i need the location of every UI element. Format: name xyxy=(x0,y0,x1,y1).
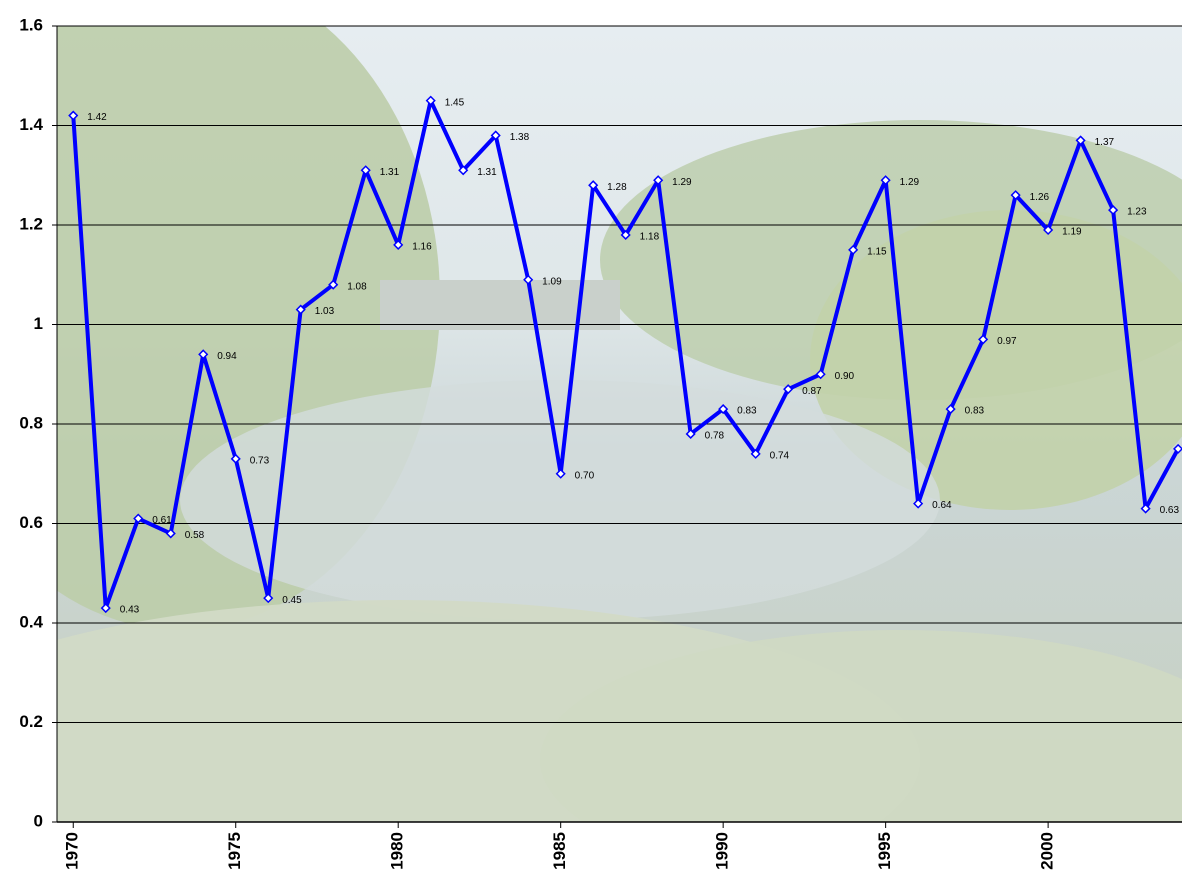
data-label: 1.26 xyxy=(1030,192,1050,203)
data-label: 1.37 xyxy=(1095,137,1115,148)
data-point xyxy=(1075,135,1086,146)
x-tick-label: 2000 xyxy=(1038,832,1057,870)
data-point xyxy=(588,180,599,191)
data-label: 1.16 xyxy=(412,242,432,253)
data-point xyxy=(100,603,111,614)
data-point xyxy=(68,110,79,121)
data-point xyxy=(263,593,274,604)
y-tick-label: 1 xyxy=(34,314,43,333)
data-point xyxy=(653,175,664,186)
data-label: 0.97 xyxy=(997,336,1017,347)
y-tick-label: 0.8 xyxy=(19,413,43,432)
y-tick-label: 1.2 xyxy=(19,214,43,233)
data-label: 0.83 xyxy=(965,406,985,417)
data-label: 0.83 xyxy=(737,406,757,417)
data-label: 1.19 xyxy=(1062,227,1082,238)
data-point xyxy=(490,130,501,141)
data-point xyxy=(913,498,924,509)
data-point xyxy=(198,349,209,360)
data-point xyxy=(295,304,306,315)
data-label: 0.87 xyxy=(802,386,822,397)
data-label: 0.74 xyxy=(770,450,790,461)
data-point xyxy=(393,239,404,250)
data-point xyxy=(425,95,436,106)
data-label: 1.38 xyxy=(510,132,530,143)
data-point xyxy=(523,274,534,285)
data-label: 0.64 xyxy=(932,500,952,511)
data-label: 1.29 xyxy=(900,177,920,188)
y-tick-label: 0 xyxy=(34,811,43,830)
x-tick-label: 1985 xyxy=(550,832,569,870)
x-tick-label: 1975 xyxy=(225,832,244,870)
y-tick-label: 0.2 xyxy=(19,712,43,731)
y-tick-label: 0.4 xyxy=(19,612,43,631)
data-point xyxy=(1173,443,1182,454)
data-label: 1.31 xyxy=(477,167,497,178)
x-tick-label: 1980 xyxy=(388,832,407,870)
y-tick-label: 1.6 xyxy=(19,15,43,34)
data-point xyxy=(133,513,144,524)
data-point xyxy=(1140,503,1151,514)
data-point xyxy=(783,384,794,395)
data-point xyxy=(165,528,176,539)
data-point xyxy=(230,453,241,464)
data-label: 1.18 xyxy=(640,232,660,243)
data-label: 1.15 xyxy=(867,247,887,258)
data-label: 1.03 xyxy=(315,306,335,317)
data-label: 0.73 xyxy=(250,455,270,466)
data-point xyxy=(360,165,371,176)
data-label: 1.31 xyxy=(380,167,400,178)
data-label: 1.29 xyxy=(672,177,692,188)
data-point xyxy=(1010,190,1021,201)
data-point xyxy=(458,165,469,176)
data-point xyxy=(1108,205,1119,216)
data-point xyxy=(718,404,729,415)
data-label: 1.45 xyxy=(445,97,465,108)
data-label: 0.90 xyxy=(835,371,855,382)
data-label: 1.09 xyxy=(542,276,562,287)
data-point xyxy=(815,369,826,380)
y-tick-label: 1.4 xyxy=(19,115,43,134)
x-tick-label: 1970 xyxy=(63,832,82,870)
data-label: 0.61 xyxy=(152,515,172,526)
data-label: 0.78 xyxy=(705,431,725,442)
data-point xyxy=(880,175,891,186)
data-point xyxy=(328,279,339,290)
data-label: 1.42 xyxy=(87,112,107,123)
data-label: 0.58 xyxy=(185,530,205,541)
data-point xyxy=(1043,224,1054,236)
data-point xyxy=(978,334,989,345)
data-label: 0.43 xyxy=(120,605,140,616)
data-label: 0.45 xyxy=(282,595,302,606)
data-label: 1.23 xyxy=(1127,207,1147,218)
data-label: 0.63 xyxy=(1160,505,1180,516)
data-label: 0.70 xyxy=(575,470,595,481)
data-point xyxy=(848,244,859,255)
data-point xyxy=(685,428,696,440)
x-tick-label: 1990 xyxy=(713,832,732,870)
x-tick-label: 1995 xyxy=(875,832,894,870)
data-label: 0.94 xyxy=(217,351,237,362)
data-point xyxy=(555,468,566,479)
data-point xyxy=(620,229,631,241)
data-label: 1.28 xyxy=(607,182,627,193)
y-tick-label: 0.6 xyxy=(19,513,43,532)
data-point xyxy=(945,404,956,415)
data-point xyxy=(750,448,761,459)
data-label: 1.08 xyxy=(347,281,367,292)
